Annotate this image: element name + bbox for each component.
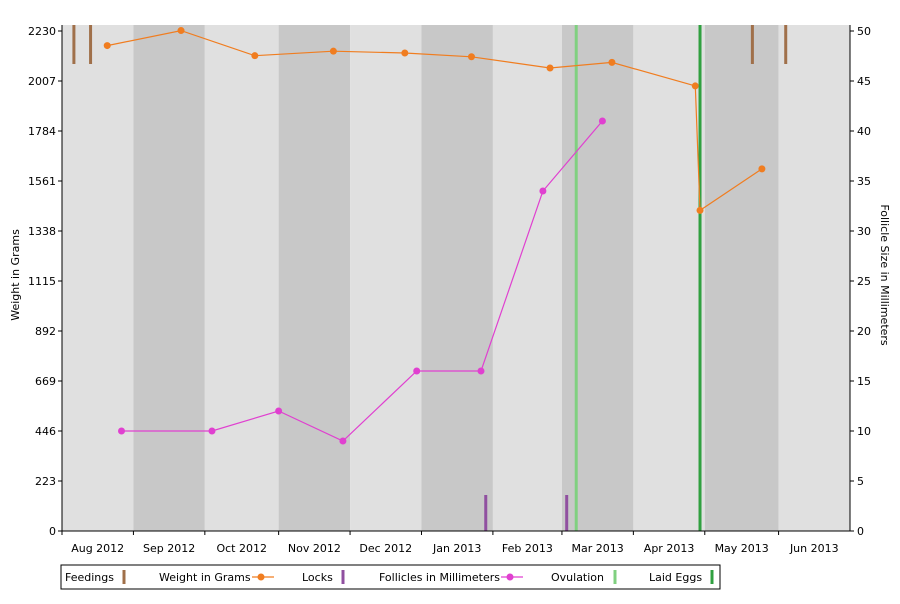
y-right-tick-label: 50 xyxy=(857,25,871,38)
y-right-tick-label: 45 xyxy=(857,75,871,88)
y-right-tick-label: 35 xyxy=(857,175,871,188)
y-right-tick-label: 10 xyxy=(857,425,871,438)
axes: 0 223 446 669 892 1115 1338 1561 1784 2007 2230 0 5 1… xyxy=(28,25,871,555)
y-left-tick-label: 1561 xyxy=(28,175,56,188)
y-right-tick-label: 0 xyxy=(857,525,864,538)
data-point-weight-in-grams xyxy=(103,42,111,50)
month-band xyxy=(561,25,634,531)
event-markers xyxy=(72,25,788,531)
y-left-tick-label: 1115 xyxy=(28,275,56,288)
x-tick-label: Sep 2012 xyxy=(143,542,195,555)
data-point-weight-in-grams xyxy=(691,82,699,90)
y-right-tick-label: 30 xyxy=(857,225,871,238)
series-line-follicles-in-millimeters xyxy=(121,120,603,442)
legend-label: Feedings xyxy=(65,571,114,584)
month-bands xyxy=(62,25,850,531)
y-right-tick-label: 25 xyxy=(857,275,871,288)
data-point-weight-in-grams xyxy=(251,52,259,60)
y-axis-left-label: Weight in Grams xyxy=(9,229,22,321)
x-tick-label: Jan 2013 xyxy=(432,542,481,555)
month-band xyxy=(133,25,205,531)
data-point-weight-in-grams xyxy=(177,27,185,35)
legend-label: Ovulation xyxy=(551,571,604,584)
data-point-follicles-in-millimeters xyxy=(413,367,421,375)
y-right-tick-label: 20 xyxy=(857,325,871,338)
data-point-weight-in-grams xyxy=(329,47,337,55)
month-band xyxy=(704,25,779,531)
legend-label: Follicles in Millimeters xyxy=(379,571,500,584)
data-point-follicles-in-millimeters xyxy=(275,407,283,415)
data-point-follicles-in-millimeters xyxy=(208,427,216,435)
legend: Feedings Weight in Grams Locks Follicles in… xyxy=(60,564,721,590)
y-left-tick-label: 2007 xyxy=(28,75,56,88)
x-tick-label: May 2013 xyxy=(715,542,769,555)
y-left-tick-label: 1784 xyxy=(28,125,56,138)
month-band xyxy=(62,25,134,531)
data-point-weight-in-grams xyxy=(608,58,616,66)
y-left-tick-label: 892 xyxy=(35,325,56,338)
month-band xyxy=(350,25,422,531)
data-point-weight-in-grams xyxy=(758,165,766,173)
x-tick-label: Mar 2013 xyxy=(572,542,624,555)
month-band xyxy=(204,25,279,531)
month-band xyxy=(492,25,562,531)
month-band xyxy=(278,25,351,531)
data-point-follicles-in-millimeters xyxy=(118,427,126,435)
data-point-follicles-in-millimeters xyxy=(598,117,606,125)
data-point-weight-in-grams xyxy=(696,206,704,214)
y-left-tick-label: 1338 xyxy=(28,225,56,238)
data-point-weight-in-grams xyxy=(467,53,475,61)
data-series xyxy=(103,27,766,445)
x-tick-label: Aug 2012 xyxy=(71,542,124,555)
y-right-tick-label: 40 xyxy=(857,125,871,138)
x-tick-label: Apr 2013 xyxy=(644,542,695,555)
y-left-tick-label: 223 xyxy=(35,475,56,488)
x-tick-label: Oct 2012 xyxy=(216,542,267,555)
month-band xyxy=(633,25,705,531)
data-point-weight-in-grams xyxy=(546,64,554,72)
x-tick-label: Jun 2013 xyxy=(789,542,839,555)
y-right-tick-label: 15 xyxy=(857,375,871,388)
data-point-follicles-in-millimeters xyxy=(477,367,485,375)
y-left-tick-label: 0 xyxy=(49,525,56,538)
legend-label: Locks xyxy=(302,571,333,584)
legend-marker-dot xyxy=(257,573,265,581)
data-point-weight-in-grams xyxy=(401,49,409,57)
data-point-follicles-in-millimeters xyxy=(539,187,547,195)
legend-box xyxy=(60,564,721,590)
y-right-tick-label: 5 xyxy=(857,475,864,488)
month-band xyxy=(778,25,850,531)
data-point-follicles-in-millimeters xyxy=(339,437,347,445)
legend-label: Laid Eggs xyxy=(649,571,702,584)
legend-marker-dot xyxy=(506,573,514,581)
month-band xyxy=(421,25,493,531)
x-tick-label: Dec 2012 xyxy=(359,542,412,555)
legend-label: Weight in Grams xyxy=(159,571,251,584)
x-tick-label: Feb 2013 xyxy=(502,542,553,555)
y-left-tick-label: 2230 xyxy=(28,25,56,38)
y-axis-right-label: Follicle Size in Millimeters xyxy=(878,204,891,346)
x-tick-label: Nov 2012 xyxy=(288,542,341,555)
y-left-tick-label: 446 xyxy=(35,425,56,438)
y-left-tick-label: 669 xyxy=(35,375,56,388)
